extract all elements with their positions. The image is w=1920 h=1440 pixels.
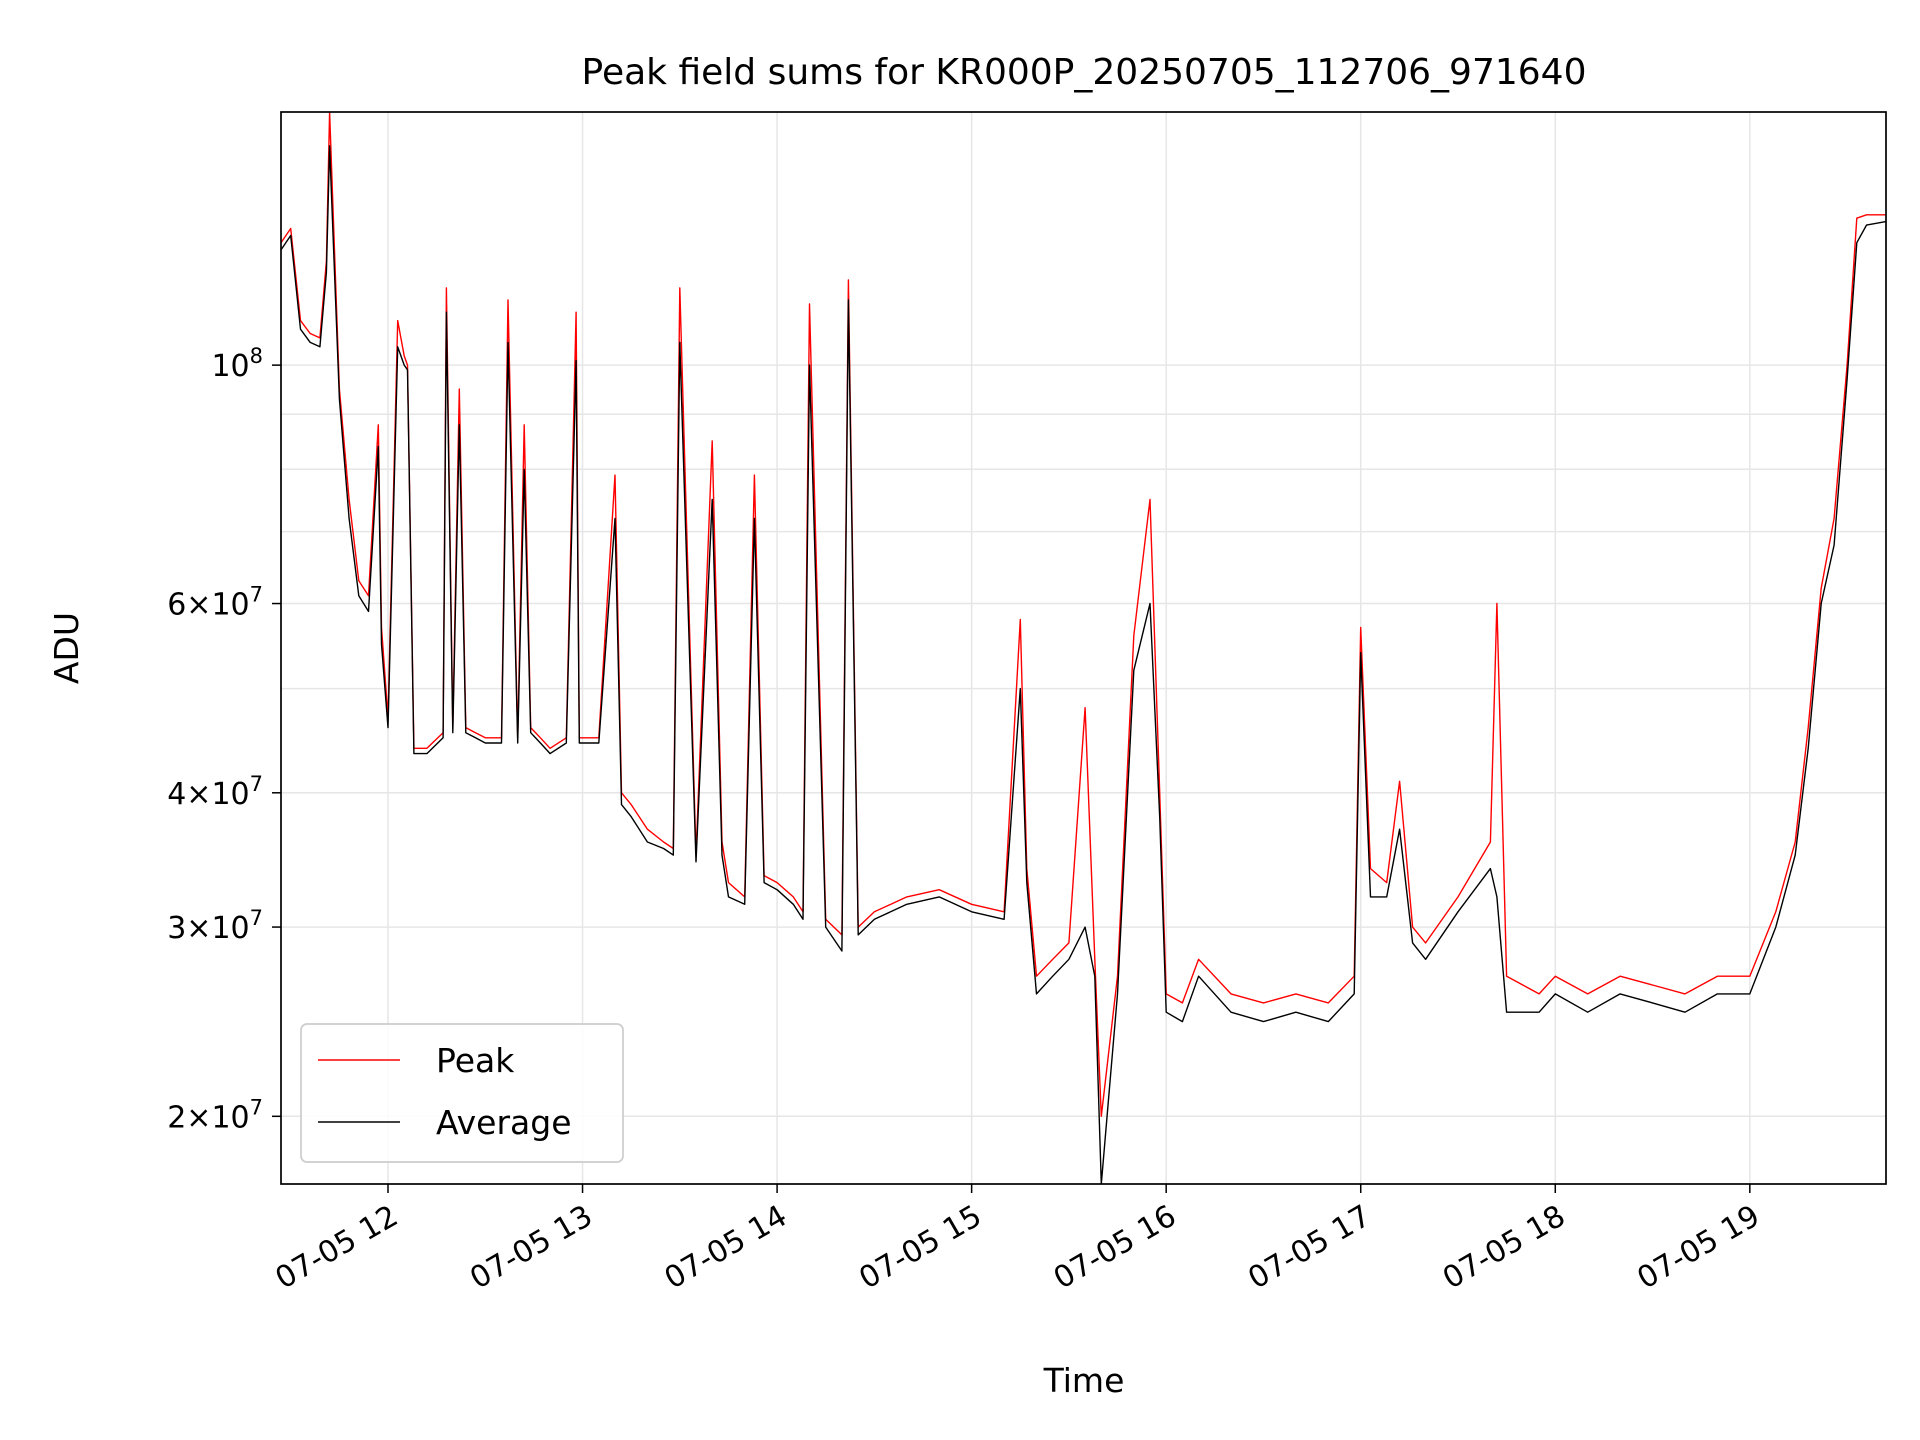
series-line-average [281, 145, 1886, 1184]
series-lines [281, 112, 1886, 1184]
legend: Peak Average [300, 1023, 624, 1163]
y-axis-label: ADU [47, 612, 86, 684]
plot-frame [280, 111, 1887, 1185]
y-tick-label: 3×107 [167, 906, 263, 946]
chart-title: Peak field sums for KR000P_20250705_1127… [582, 52, 1587, 93]
series-line-peak [281, 112, 1886, 1118]
y-tick-label: 6×107 [167, 583, 263, 623]
y-tick-label: 4×107 [167, 772, 263, 812]
y-axis: 2×107 3×107 4×107 6×107 108 [167, 344, 281, 1135]
y-tick-label: 2×107 [167, 1095, 263, 1135]
legend-label-average: Average [436, 1103, 572, 1142]
y-tick-label: 108 [211, 344, 263, 384]
legend-label-peak: Peak [436, 1041, 515, 1080]
x-axis-label: Time [1043, 1361, 1125, 1400]
legend-box [300, 1023, 624, 1163]
